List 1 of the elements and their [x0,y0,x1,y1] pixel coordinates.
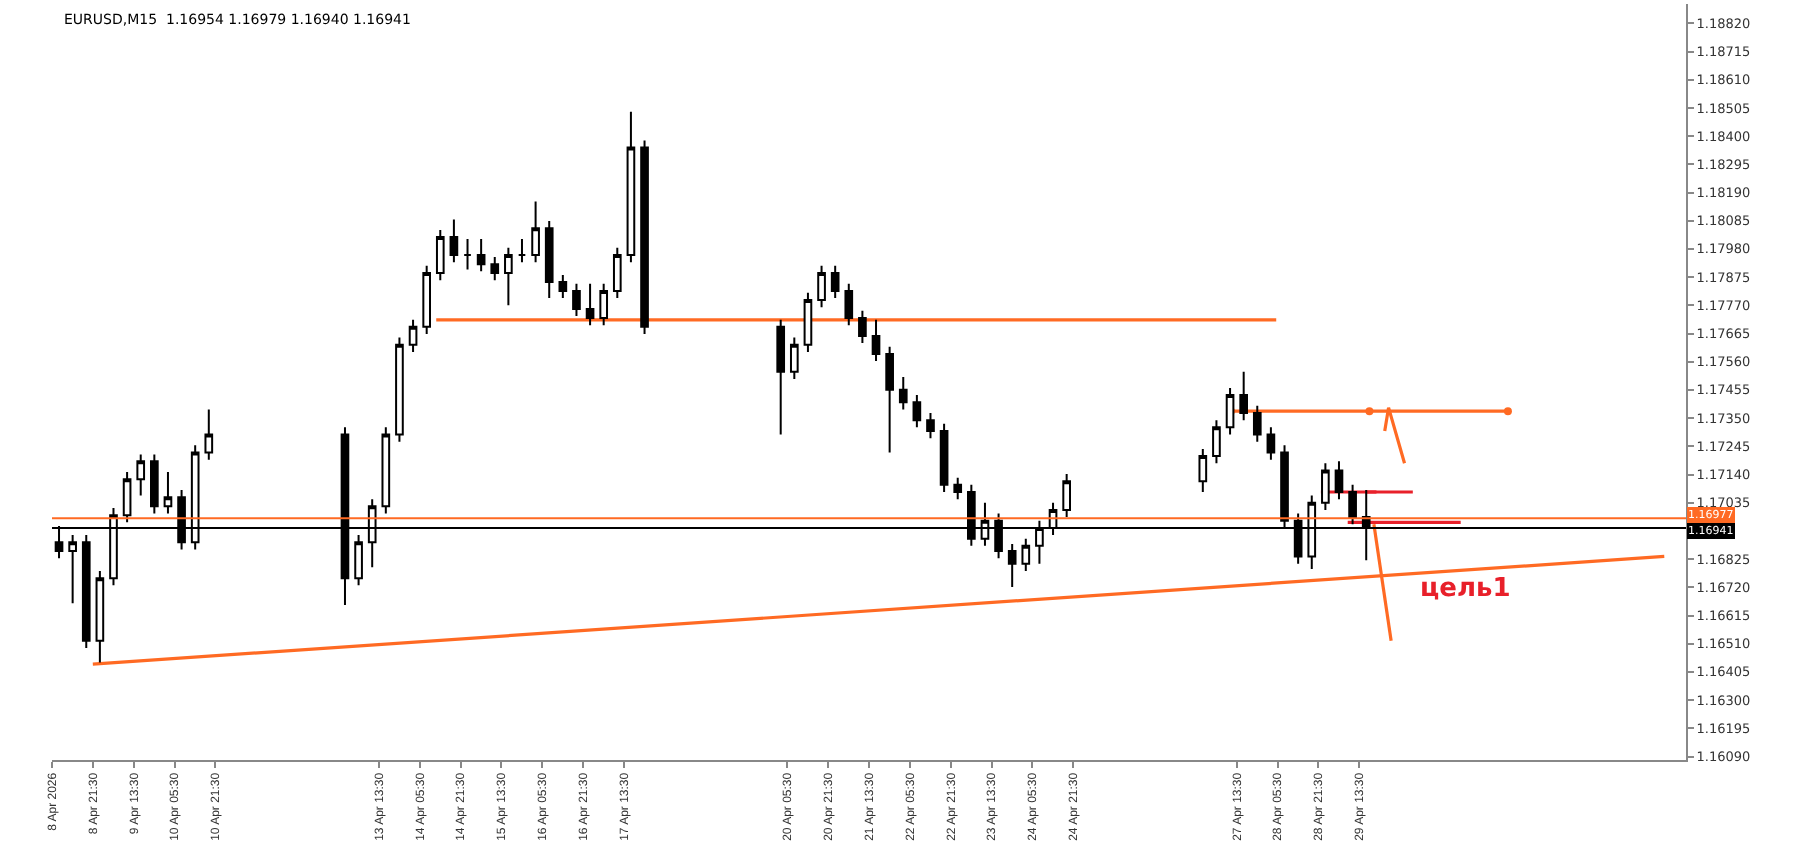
annotation: цель1 [1420,574,1511,604]
